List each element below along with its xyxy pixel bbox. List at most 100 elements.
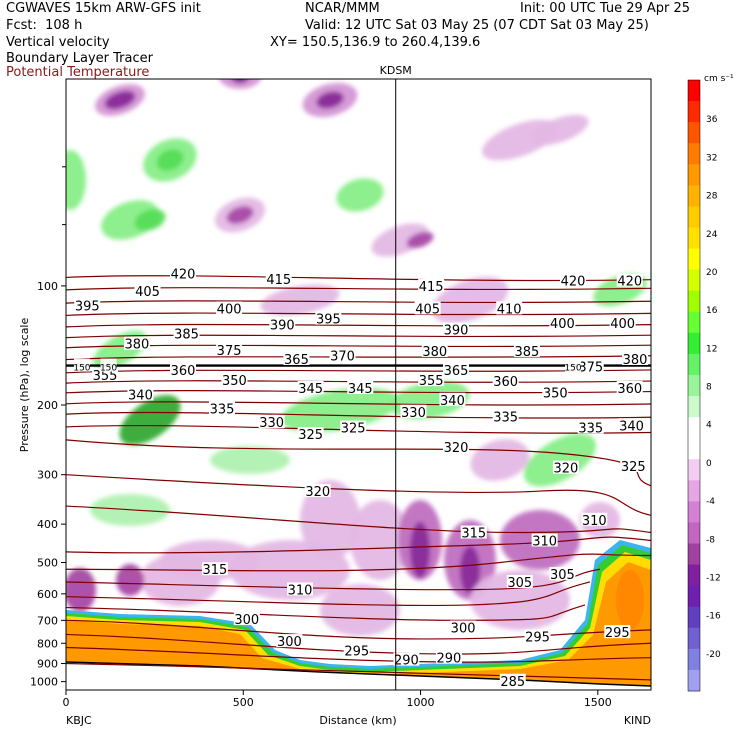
contour-label-bg [513, 343, 540, 357]
contour-label: 320 [305, 485, 330, 500]
colorbar-label: -20 [706, 650, 721, 660]
velocity-cell [116, 564, 144, 596]
velocity-cell [300, 480, 360, 560]
colorbar-label: -16 [706, 612, 721, 622]
contour-label-bg [74, 298, 101, 312]
contour-label: 340 [619, 419, 644, 434]
colorbar-label: 8 [706, 383, 712, 393]
colorbar-label: 36 [706, 115, 718, 125]
contour-label: 360 [493, 375, 518, 390]
contour-label-bg [616, 380, 643, 394]
contour-label-bg [620, 458, 647, 472]
contour-label-bg [609, 315, 636, 329]
y-tick-label: 500 [37, 556, 58, 569]
contour-label-bg [581, 512, 608, 526]
contour-label: 305 [550, 568, 575, 583]
colorbar-swatch [688, 417, 700, 439]
velocity-cell [523, 433, 597, 487]
colorbar-swatch [688, 396, 700, 418]
contour-label-bg [258, 415, 285, 429]
contour-label: 345 [298, 382, 323, 397]
theta-contour [66, 619, 651, 640]
velocity-cell [410, 522, 430, 578]
theta-contour [66, 312, 651, 317]
contour-label: 315 [202, 563, 227, 578]
contour-label-bg [414, 301, 441, 315]
contour-label: 390 [270, 318, 295, 333]
contour-label-bg [201, 562, 228, 576]
contour-label: 150 [564, 364, 581, 374]
contour-label: 385 [174, 328, 199, 343]
colorbar-label: 16 [706, 306, 718, 316]
velocity-cell [280, 387, 400, 433]
contour-label-bg [170, 266, 196, 280]
contour-label-bg [283, 351, 310, 365]
contour-label: 415 [419, 280, 444, 295]
velocity-cell [134, 209, 166, 231]
contour-label-bg [604, 625, 631, 639]
field-potential-temperature: Potential Temperature [6, 65, 150, 80]
velocity-cell [350, 500, 410, 580]
x-axis: 0 500 1000 1500 [63, 690, 612, 709]
contour-label: 310 [532, 535, 557, 550]
contour-label-bg [443, 439, 469, 453]
colorbar-swatch [688, 164, 700, 186]
contour-label-bg [492, 409, 519, 423]
velocity-cell [336, 178, 384, 212]
contour-label-bg [622, 351, 649, 365]
contour-label: 295 [605, 626, 630, 641]
contour-label: 320 [553, 462, 578, 477]
center-label: NCAR/MMM [305, 1, 380, 16]
colorbar-swatch [688, 585, 700, 608]
y-tick-label: 800 [37, 637, 58, 650]
contour-label: 370 [330, 350, 355, 365]
theta-contour [66, 275, 651, 282]
theta-contour [66, 401, 651, 406]
contour-label-bg [506, 574, 533, 588]
colorbar-swatch [688, 374, 700, 397]
contour-label-bg [418, 278, 445, 292]
contour-label-bg [216, 301, 243, 315]
colorbar-swatch [688, 101, 700, 123]
velocity-cell [66, 150, 86, 210]
contour-label-bg [173, 326, 200, 340]
y-tick-label: 700 [37, 614, 58, 627]
colorbar-swatch [688, 269, 700, 292]
contour-label-bg [418, 373, 445, 387]
contour-label-bg [287, 582, 313, 596]
velocity-cell [231, 79, 249, 83]
velocity-cell [406, 231, 434, 249]
contour-label-bg [73, 358, 90, 372]
colorbar-unit: cm s⁻¹ [704, 74, 734, 84]
colorbar-label: 4 [706, 421, 712, 431]
contour-label: 300 [234, 613, 259, 628]
contour-label: 380 [422, 345, 447, 360]
velocity-cell [66, 568, 96, 612]
model-title: CGWAVES 15km ARW-GFS init [6, 1, 201, 16]
field-boundary-layer-tracer: Boundary Layer Tracer [6, 51, 153, 66]
tracer-orange-band [66, 562, 651, 690]
contour-label-bg [304, 484, 331, 498]
colorbar-swatch [688, 543, 700, 566]
contour-label-bg [421, 343, 448, 357]
contour-label-bg [565, 358, 581, 372]
theta-contour [66, 334, 651, 339]
y-tick-label: 600 [37, 588, 58, 601]
contour-label: 285 [500, 675, 525, 690]
contour-label: 380 [623, 353, 648, 368]
theta-contour [66, 300, 651, 304]
colorbar-label: -12 [706, 573, 721, 583]
contour-label-bg [443, 322, 469, 336]
contour-label: 350 [543, 387, 568, 402]
contour-label-bg [297, 427, 324, 441]
left-station-label: KBJC [66, 714, 92, 727]
theta-contour [66, 287, 651, 291]
forecast-hour: Fcst: 108 h [6, 18, 83, 33]
colorbar-swatch [688, 227, 700, 250]
colorbar-swatch [688, 648, 700, 671]
terrain-outline [66, 661, 651, 687]
contour-label: 380 [124, 338, 149, 353]
contour-label: 345 [348, 382, 373, 397]
contour-label-bg [276, 634, 303, 648]
